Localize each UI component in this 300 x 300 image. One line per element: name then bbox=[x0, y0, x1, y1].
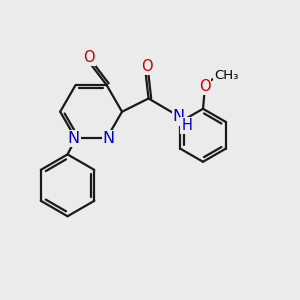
Text: N: N bbox=[173, 109, 185, 124]
Text: O: O bbox=[199, 79, 210, 94]
Text: O: O bbox=[141, 58, 153, 74]
Text: H: H bbox=[182, 118, 192, 133]
Text: O: O bbox=[83, 50, 95, 65]
Text: N: N bbox=[103, 131, 115, 146]
Text: N: N bbox=[67, 131, 80, 146]
Text: CH₃: CH₃ bbox=[214, 69, 238, 82]
